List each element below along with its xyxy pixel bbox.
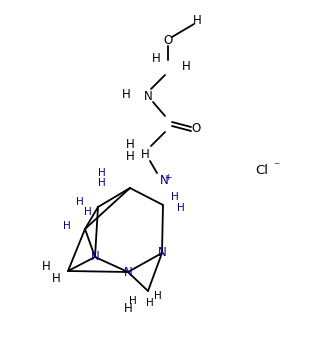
Text: +: + bbox=[164, 174, 172, 182]
Text: H: H bbox=[41, 259, 50, 273]
Text: H: H bbox=[76, 197, 84, 207]
Text: H: H bbox=[98, 168, 106, 178]
Text: H: H bbox=[124, 302, 132, 316]
Text: H: H bbox=[51, 273, 61, 285]
Text: H: H bbox=[171, 192, 179, 202]
Text: N: N bbox=[144, 89, 152, 102]
Text: H: H bbox=[63, 221, 71, 231]
Text: H: H bbox=[126, 149, 134, 162]
Text: H: H bbox=[146, 298, 154, 308]
Text: H: H bbox=[129, 296, 137, 306]
Text: H: H bbox=[154, 291, 162, 301]
Text: N: N bbox=[124, 265, 132, 279]
Text: H: H bbox=[141, 147, 149, 160]
Text: H: H bbox=[182, 60, 190, 73]
Text: N: N bbox=[158, 246, 166, 259]
Text: H: H bbox=[152, 52, 160, 64]
Text: Cl: Cl bbox=[256, 164, 269, 178]
Text: H: H bbox=[126, 138, 134, 151]
Text: O: O bbox=[163, 34, 173, 46]
Text: N: N bbox=[160, 175, 169, 187]
Text: H: H bbox=[177, 203, 185, 213]
Text: ⁻: ⁻ bbox=[273, 160, 279, 174]
Text: O: O bbox=[191, 122, 201, 136]
Text: N: N bbox=[90, 251, 100, 263]
Text: H: H bbox=[122, 87, 130, 100]
Text: H: H bbox=[98, 178, 106, 188]
Text: H: H bbox=[193, 15, 201, 27]
Text: H: H bbox=[84, 207, 92, 217]
